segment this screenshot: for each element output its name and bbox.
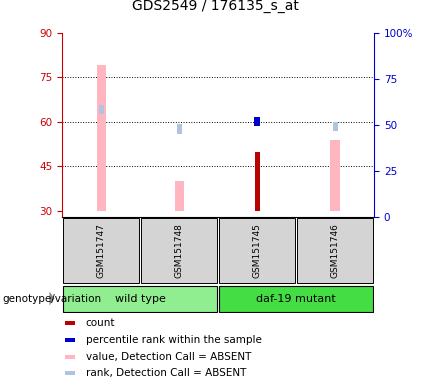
Bar xyxy=(330,140,340,211)
Bar xyxy=(177,124,182,134)
Text: daf-19 mutant: daf-19 mutant xyxy=(256,293,336,304)
Bar xyxy=(332,122,338,131)
Text: percentile rank within the sample: percentile rank within the sample xyxy=(86,335,261,345)
Text: genotype/variation: genotype/variation xyxy=(2,293,101,304)
Bar xyxy=(65,338,75,342)
Bar xyxy=(65,355,75,359)
Polygon shape xyxy=(49,292,55,306)
Bar xyxy=(255,117,260,126)
Text: GSM151747: GSM151747 xyxy=(97,223,106,278)
Bar xyxy=(141,218,217,283)
Bar xyxy=(99,105,104,114)
Text: rank, Detection Call = ABSENT: rank, Detection Call = ABSENT xyxy=(86,368,246,379)
Bar xyxy=(63,218,139,283)
Text: count: count xyxy=(86,318,115,328)
Bar xyxy=(175,181,184,211)
Bar xyxy=(97,65,106,211)
Text: value, Detection Call = ABSENT: value, Detection Call = ABSENT xyxy=(86,352,251,362)
Bar xyxy=(219,286,373,311)
Bar xyxy=(255,152,260,211)
Bar xyxy=(63,286,218,311)
Bar xyxy=(65,371,75,376)
Text: GSM151748: GSM151748 xyxy=(175,223,184,278)
Text: GSM151746: GSM151746 xyxy=(331,223,340,278)
Text: GSM151745: GSM151745 xyxy=(253,223,262,278)
Bar xyxy=(65,321,75,325)
Text: wild type: wild type xyxy=(115,293,166,304)
Bar xyxy=(297,218,372,283)
Bar xyxy=(219,218,295,283)
Text: GDS2549 / 176135_s_at: GDS2549 / 176135_s_at xyxy=(132,0,298,13)
